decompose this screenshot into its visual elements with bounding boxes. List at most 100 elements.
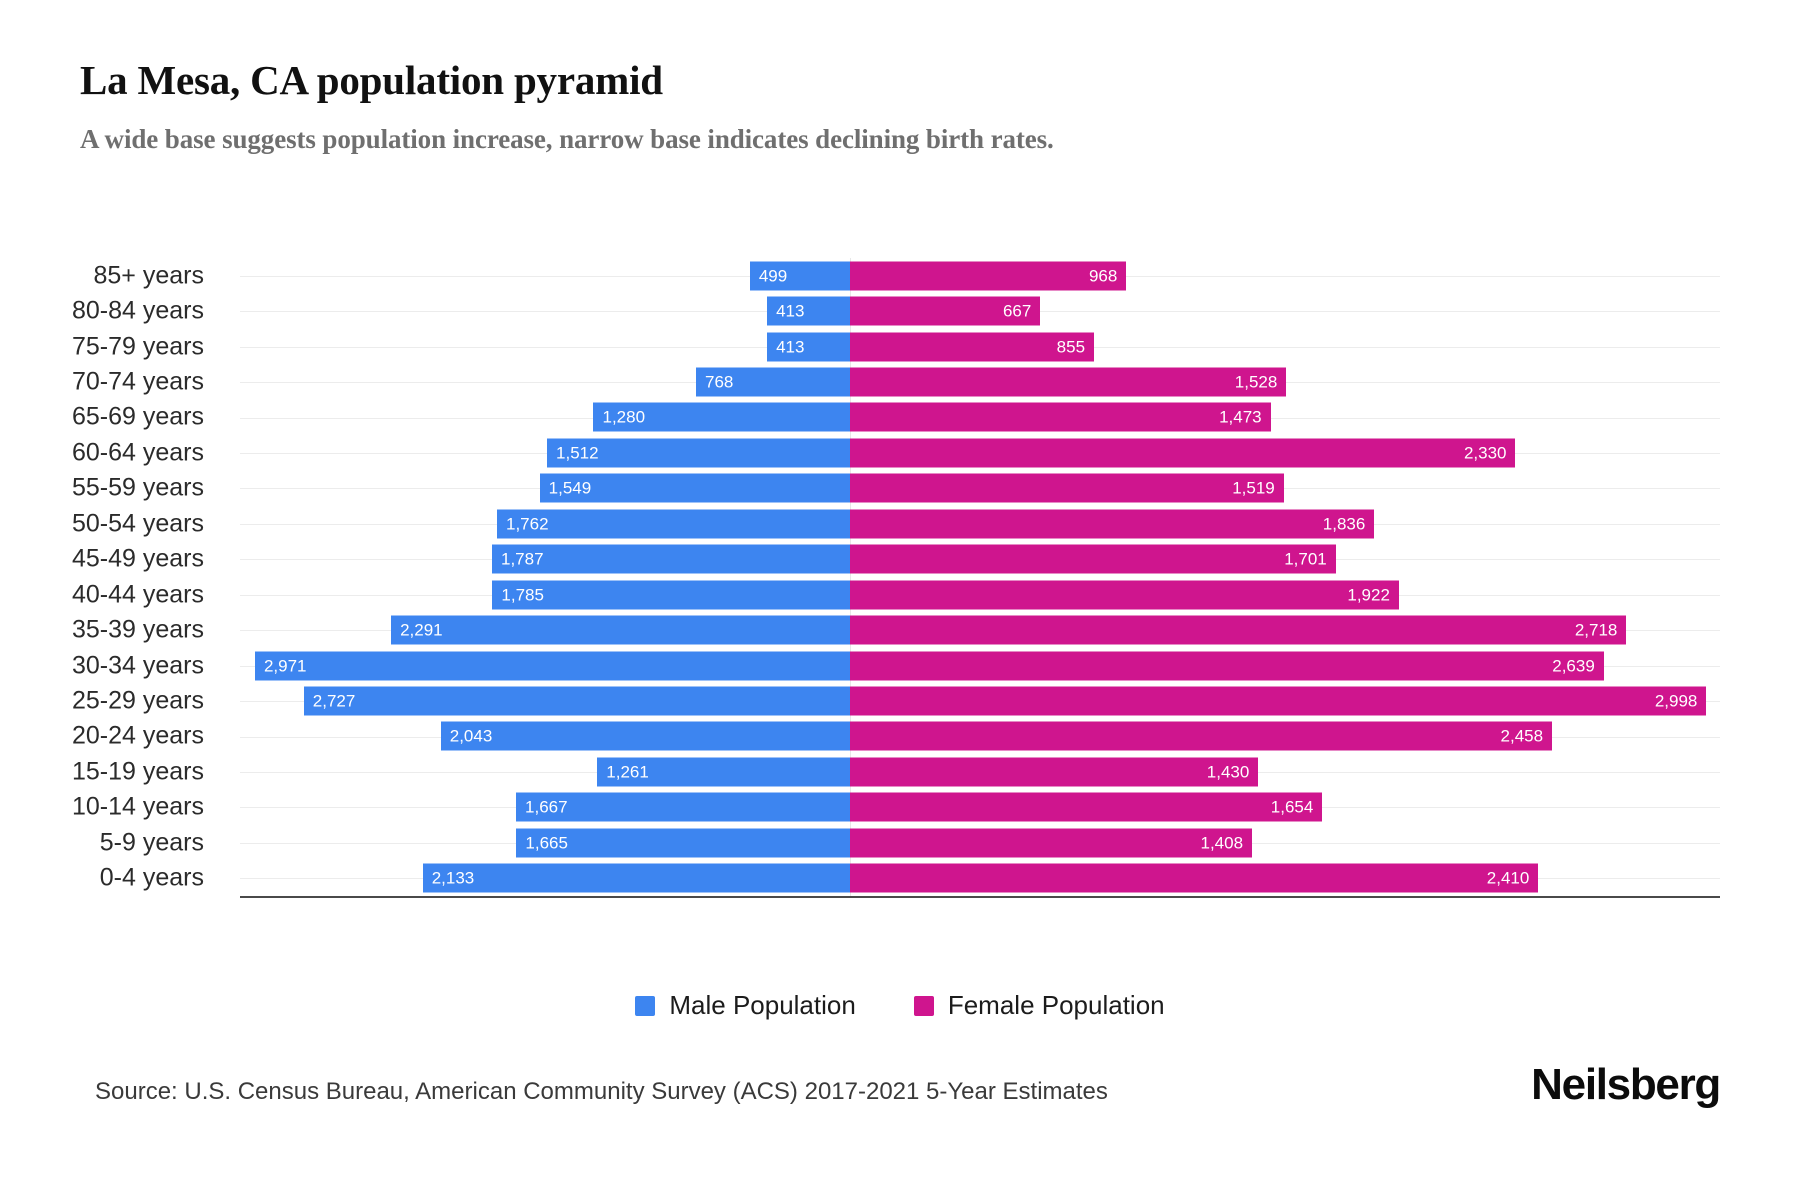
age-group-label: 10-14 years [71, 792, 204, 821]
female-value-label: 2,998 [1654, 691, 1698, 711]
female-value-label: 1,922 [1347, 585, 1390, 605]
female-value-label: 1,519 [1232, 478, 1275, 498]
male-bar[interactable]: 2,727 [303, 686, 850, 716]
age-group-label: 65-69 years [71, 402, 204, 431]
female-bar[interactable]: 1,473 [849, 402, 1271, 432]
female-bar[interactable]: 2,410 [849, 863, 1539, 893]
female-value-label: 1,473 [1219, 407, 1262, 427]
female-bar[interactable]: 2,718 [849, 615, 1627, 645]
age-group-label: 30-34 years [71, 651, 204, 680]
page-subtitle: A wide base suggests population increase… [80, 124, 1054, 154]
male-bar[interactable]: 413 [767, 296, 850, 326]
age-group-label: 35-39 years [71, 615, 204, 644]
female-bar[interactable]: 1,701 [849, 544, 1336, 574]
male-bar[interactable]: 768 [696, 367, 850, 397]
table-row: 85+ years 499 968 [94, 258, 1720, 293]
female-value-label: 855 [1056, 337, 1086, 357]
female-value-label: 2,458 [1500, 726, 1544, 746]
brand-logo: Neilsberg [1531, 1060, 1721, 1109]
female-bar[interactable]: 1,654 [849, 792, 1323, 822]
age-group-label: 55-59 years [71, 473, 204, 502]
chart-legend: Male Population Female Population [0, 990, 1800, 1021]
female-bar[interactable]: 1,408 [849, 828, 1253, 858]
male-value-label: 413 [776, 337, 805, 357]
table-row: 50-54 years 1,762 1,836 [72, 506, 1720, 541]
male-value-label: 1,667 [525, 797, 568, 817]
male-bar[interactable]: 413 [767, 332, 850, 362]
female-value-label: 2,718 [1574, 620, 1618, 640]
chart-plot-area: 85+ years 499 968 80-84 years 413 667 75-79 ye… [72, 258, 1720, 898]
male-value-label: 1,512 [556, 443, 599, 463]
male-bar[interactable]: 1,667 [516, 792, 850, 822]
female-bar[interactable]: 2,330 [849, 438, 1516, 468]
male-bar[interactable]: 1,787 [491, 544, 850, 574]
male-value-label: 2,133 [431, 868, 475, 888]
male-value-label: 2,971 [263, 656, 307, 676]
population-pyramid-chart: 85+ years 499 968 80-84 years 413 667 75-79 ye… [0, 258, 1800, 923]
legend-item-female[interactable]: Female Population [913, 990, 1165, 1021]
female-bar[interactable]: 1,430 [849, 757, 1259, 787]
male-value-label: 1,665 [525, 833, 568, 853]
male-bar[interactable]: 1,512 [547, 438, 850, 468]
male-bar[interactable]: 2,133 [422, 863, 850, 893]
male-bar[interactable]: 499 [749, 261, 850, 291]
male-bar[interactable]: 1,280 [593, 402, 850, 432]
female-bar[interactable]: 2,458 [849, 721, 1553, 751]
age-group-label: 15-19 years [71, 757, 204, 786]
table-row: 10-14 years 1,667 1,654 [72, 790, 1720, 825]
age-group-label: 40-44 years [71, 580, 204, 609]
table-row: 20-24 years 2,043 2,458 [72, 719, 1720, 754]
female-bar[interactable]: 1,836 [849, 509, 1375, 539]
legend-item-male[interactable]: Male Population [635, 990, 856, 1021]
age-group-label: 20-24 years [71, 721, 204, 750]
age-group-label: 70-74 years [71, 367, 204, 396]
male-bar[interactable]: 1,762 [496, 509, 850, 539]
male-value-label: 2,043 [449, 726, 493, 746]
female-bar[interactable]: 667 [849, 296, 1041, 326]
male-value-label: 1,762 [505, 514, 549, 534]
male-value-label: 1,261 [606, 762, 649, 782]
age-group-label: 60-64 years [71, 438, 204, 467]
female-bar[interactable]: 1,519 [849, 473, 1284, 503]
table-row: 70-74 years 768 1,528 [72, 364, 1720, 399]
female-bar[interactable]: 1,922 [849, 580, 1399, 610]
table-row: 30-34 years 2,971 2,639 [72, 648, 1720, 683]
male-bar[interactable]: 2,971 [254, 651, 850, 681]
table-row: 65-69 years 1,280 1,473 [72, 400, 1720, 435]
male-bar[interactable]: 1,785 [492, 580, 850, 610]
age-group-label: 45-49 years [71, 544, 204, 573]
table-row: 60-64 years 1,512 2,330 [72, 435, 1720, 470]
legend-label-male: Male Population [669, 990, 856, 1020]
page-title: La Mesa, CA population pyramid [80, 57, 663, 103]
table-row: 80-84 years 413 667 [72, 293, 1720, 328]
female-bar[interactable]: 968 [849, 261, 1127, 291]
female-bar[interactable]: 2,998 [849, 686, 1707, 716]
male-bar[interactable]: 1,665 [516, 828, 850, 858]
male-bar[interactable]: 2,043 [440, 721, 850, 751]
male-value-label: 1,280 [602, 407, 646, 427]
female-bar[interactable]: 2,639 [849, 651, 1604, 681]
female-bar[interactable]: 855 [849, 332, 1095, 362]
table-row: 55-59 years 1,549 1,519 [72, 471, 1720, 506]
male-value-label: 768 [705, 372, 734, 392]
female-value-label: 1,430 [1206, 762, 1250, 782]
male-bar[interactable]: 2,291 [391, 615, 850, 645]
age-group-label: 75-79 years [71, 332, 204, 361]
male-color-swatch-icon [635, 995, 656, 1016]
female-value-label: 1,654 [1270, 797, 1314, 817]
female-value-label: 2,410 [1486, 868, 1530, 888]
female-value-label: 2,330 [1463, 443, 1507, 463]
age-group-label: 5-9 years [99, 828, 204, 857]
table-row: 75-79 years 413 855 [72, 329, 1720, 364]
female-bar[interactable]: 1,528 [849, 367, 1287, 397]
table-row: 45-49 years 1,787 1,701 [72, 542, 1720, 577]
table-row: 15-19 years 1,261 1,430 [72, 754, 1720, 789]
male-bar[interactable]: 1,549 [539, 473, 850, 503]
male-value-label: 1,549 [548, 478, 592, 498]
legend-label-female: Female Population [947, 990, 1165, 1020]
table-row: 5-9 years 1,665 1,408 [100, 825, 1720, 860]
male-value-label: 499 [758, 266, 788, 286]
male-value-label: 2,727 [312, 691, 356, 711]
male-bar[interactable]: 1,261 [597, 757, 850, 787]
female-value-label: 1,836 [1322, 514, 1366, 534]
